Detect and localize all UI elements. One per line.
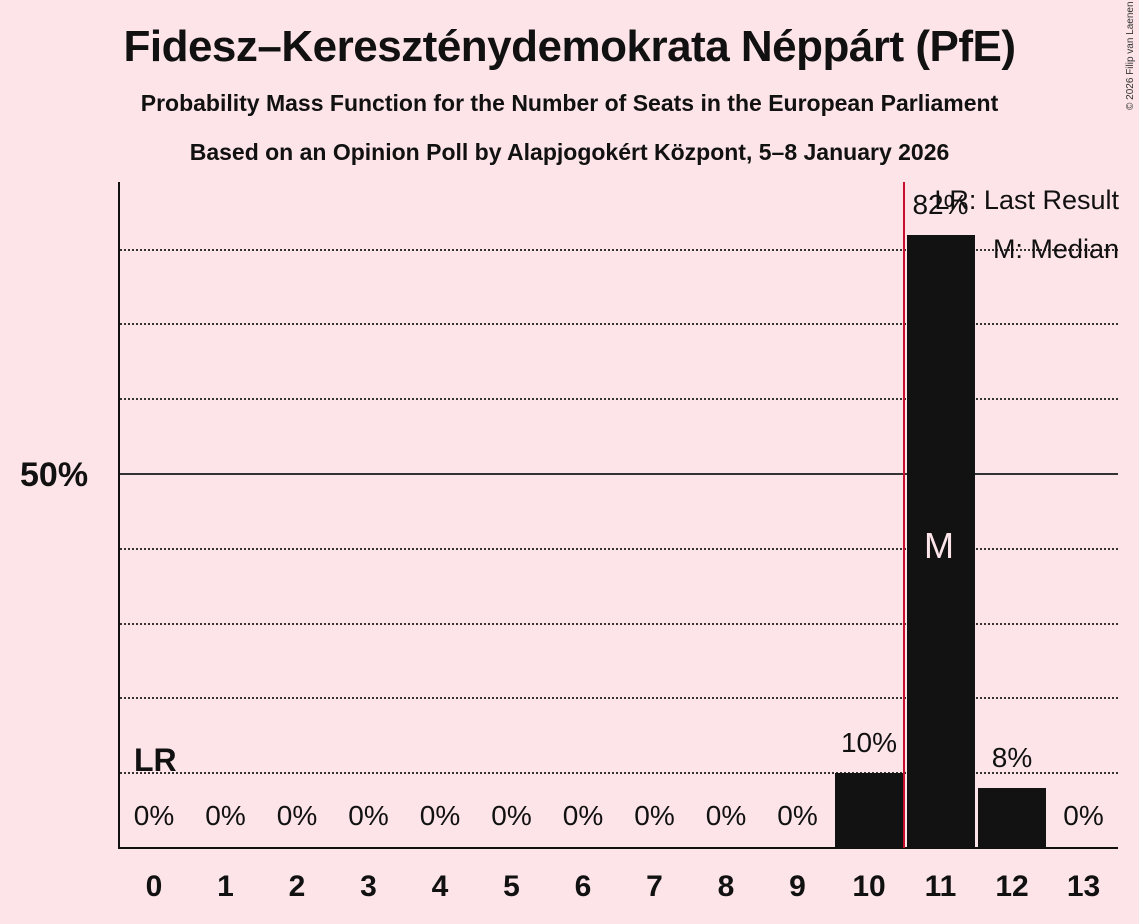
last-result-marker: LR	[134, 742, 177, 778]
value-label-2: 0%	[276, 800, 318, 831]
legend-median: M: Median	[992, 234, 1119, 264]
value-label-4: 0%	[419, 800, 461, 831]
gridline-60	[120, 398, 1118, 401]
value-label-1: 0%	[205, 800, 246, 831]
x-tick-12: 12	[995, 870, 1029, 903]
median-marker: M	[924, 525, 954, 566]
value-label-9: 0%	[777, 800, 818, 831]
gridline-50	[120, 473, 1118, 475]
x-tick-2: 2	[288, 870, 306, 903]
legend-last-result: LR: Last Result	[934, 185, 1119, 215]
x-tick-4: 4	[431, 870, 449, 903]
value-label-0: 0%	[133, 800, 175, 831]
copyright: © 2026 Filip van Laenen	[1125, 1, 1136, 110]
value-label-12: 8%	[991, 742, 1033, 774]
value-label-13: 0%	[1063, 800, 1104, 831]
gridline-30	[120, 622, 1118, 625]
chart-source: Based on an Opinion Poll by Alapjogokért…	[189, 139, 950, 165]
gridline-70	[120, 323, 1118, 326]
bar-10	[835, 773, 903, 848]
y-axis	[118, 182, 120, 849]
x-tick-10: 10	[852, 870, 886, 903]
x-tick-9: 9	[789, 870, 806, 903]
x-tick-5: 5	[503, 870, 520, 903]
value-label-7: 0%	[634, 800, 675, 831]
x-tick-1: 1	[217, 870, 234, 903]
x-tick-6: 6	[574, 870, 592, 903]
x-tick-11: 11	[924, 870, 957, 903]
x-axis	[118, 847, 1118, 849]
value-label-5: 0%	[491, 800, 532, 831]
value-label-11: 82%	[912, 188, 969, 220]
bar-12	[978, 788, 1046, 848]
gridline-20	[120, 697, 1118, 700]
last-result-line	[903, 182, 905, 848]
chart-title: Fidesz–Kereszténydemokrata Néppárt (PfE)	[123, 22, 1016, 71]
y-tick-50: 50%	[20, 456, 89, 494]
value-label-10: 10%	[840, 727, 898, 759]
value-label-3: 0%	[348, 800, 389, 831]
x-tick-8: 8	[717, 870, 735, 903]
value-label-8: 0%	[705, 800, 747, 831]
x-tick-13: 13	[1066, 870, 1101, 903]
gridline-10	[120, 772, 1118, 775]
bar-11	[906, 234, 975, 848]
value-label-6: 0%	[562, 800, 604, 831]
x-tick-3: 3	[360, 870, 377, 903]
x-tick-7: 7	[646, 870, 663, 903]
chart-subtitle: Probability Mass Function for the Number…	[140, 90, 999, 116]
gridline-40	[120, 547, 1118, 550]
gridline-80	[120, 248, 1118, 251]
x-tick-0: 0	[145, 870, 163, 903]
